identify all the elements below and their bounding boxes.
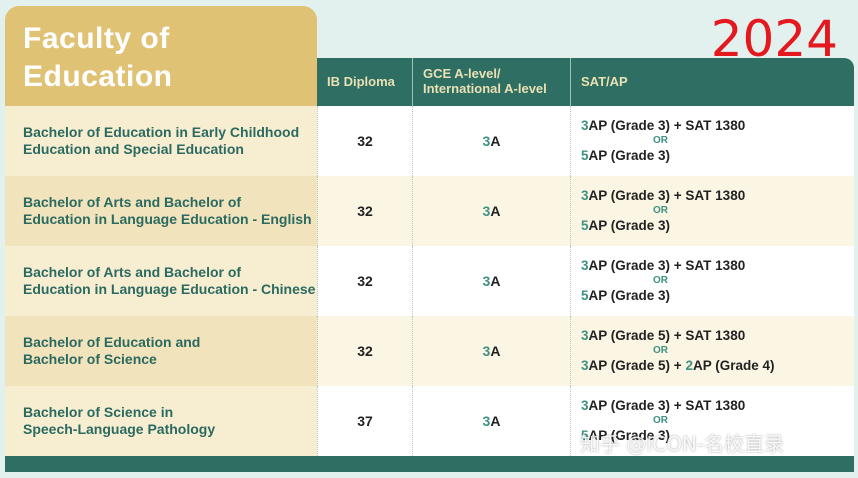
gce-grade: A <box>490 413 501 429</box>
gce-count: 3 <box>482 343 491 359</box>
programme-name-line2: Education in Language Education - Englis… <box>23 211 312 227</box>
table-header: IB Diploma GCE A-level/ International A-… <box>317 58 854 106</box>
sat-option-2-text: AP (Grade 5) + <box>588 358 686 373</box>
ib-score: 37 <box>317 386 412 456</box>
sat-option-1-text: AP (Grade 5) + SAT 1380 <box>588 328 746 343</box>
programme-name: Bachelor of Arts and Bachelor of Educati… <box>5 176 317 246</box>
header-gce-line1: GCE A-level/ <box>423 66 501 81</box>
ap-count: 5 <box>581 218 589 233</box>
sat-option-2: 5AP (Grade 3) <box>581 287 745 305</box>
ap-count: 5 <box>581 288 589 303</box>
programme-name: Bachelor of Arts and Bachelor of Educati… <box>5 246 317 316</box>
sat-option-2: 5AP (Grade 3) <box>581 217 745 235</box>
header-gce-line2: International A-level <box>423 81 547 96</box>
ap-count: 3 <box>581 398 589 413</box>
sat-option-1: 3AP (Grade 3) + SAT 1380 <box>581 117 745 135</box>
sat-option-2: 3AP (Grade 5) + 2AP (Grade 4) <box>581 357 774 375</box>
gce-grade: A <box>490 343 501 359</box>
table-row: Bachelor of Science in Speech-Language P… <box>5 386 854 456</box>
sat-option-2-text: AP (Grade 3) <box>588 218 671 233</box>
or-separator: OR <box>653 135 668 146</box>
gce-count: 3 <box>482 413 491 429</box>
admission-table: IB Diploma GCE A-level/ International A-… <box>5 58 854 472</box>
ib-score: 32 <box>317 246 412 316</box>
programme-name-line2: Bachelor of Science <box>23 351 157 367</box>
table-row: Bachelor of Arts and Bachelor of Educati… <box>5 246 854 316</box>
sat-option-1: 3AP (Grade 3) + SAT 1380 <box>581 187 745 205</box>
sat-ap-requirement: 3AP (Grade 3) + SAT 1380 OR 5AP (Grade 3… <box>570 106 854 176</box>
sat-ap-requirement: 3AP (Grade 5) + SAT 1380 OR 3AP (Grade 5… <box>570 316 854 386</box>
sat-option-2-text: AP (Grade 3) <box>588 148 671 163</box>
ib-score: 32 <box>317 316 412 386</box>
sat-option-1: 3AP (Grade 3) + SAT 1380 <box>581 397 745 415</box>
faculty-title-line2: Education <box>23 60 173 93</box>
ap-count: 3 <box>581 188 589 203</box>
or-separator: OR <box>653 415 668 426</box>
programme-name-line1: Bachelor of Education in Early Childhood <box>23 124 300 140</box>
sat-option-1-text: AP (Grade 3) + SAT 1380 <box>588 398 746 413</box>
or-separator: OR <box>653 205 668 216</box>
ib-score: 32 <box>317 106 412 176</box>
table-body: Bachelor of Education in Early Childhood… <box>5 106 854 456</box>
faculty-title-line1: Faculty of <box>23 22 170 55</box>
sat-option-1: 3AP (Grade 5) + SAT 1380 <box>581 327 774 345</box>
programme-name: Bachelor of Education in Early Childhood… <box>5 106 317 176</box>
ap-count: 2 <box>685 358 693 373</box>
gce-count: 3 <box>482 273 491 289</box>
table-footer-bar <box>5 456 854 472</box>
sat-option-1-text: AP (Grade 3) + SAT 1380 <box>588 188 746 203</box>
sat-option-1: 3AP (Grade 3) + SAT 1380 <box>581 257 745 275</box>
watermark: 知乎 @ICON-名校直录 <box>580 432 785 456</box>
ap-count: 3 <box>581 118 589 133</box>
faculty-title-box: Faculty of Education <box>5 6 317 106</box>
sat-option-2: 5AP (Grade 3) <box>581 427 745 445</box>
sat-ap-requirement: 3AP (Grade 3) + SAT 1380 OR 5AP (Grade 3… <box>570 246 854 316</box>
sat-ap-requirement: 3AP (Grade 3) + SAT 1380 OR 5AP (Grade 3… <box>570 386 854 456</box>
programme-name-line2: Education in Language Education - Chines… <box>23 281 316 297</box>
gce-grade: A <box>490 203 501 219</box>
header-sat-ap: SAT/AP <box>570 58 854 106</box>
ap-count: 5 <box>581 148 589 163</box>
programme-name: Bachelor of Education and Bachelor of Sc… <box>5 316 317 386</box>
ap-count: 5 <box>581 428 589 443</box>
sat-option-2-text: AP (Grade 3) <box>588 428 671 443</box>
sat-option-1-text: AP (Grade 3) + SAT 1380 <box>588 258 746 273</box>
programme-name-line1: Bachelor of Science in <box>23 404 174 420</box>
programme-name-line2: Speech-Language Pathology <box>23 421 216 437</box>
sat-option-1-text: AP (Grade 3) + SAT 1380 <box>588 118 746 133</box>
table-row: Bachelor of Education in Early Childhood… <box>5 106 854 176</box>
ap-count: 3 <box>581 258 589 273</box>
header-gce-a-level: GCE A-level/ International A-level <box>412 58 570 106</box>
ap-count: 3 <box>581 358 589 373</box>
sat-option-2-extra: AP (Grade 4) <box>692 358 775 373</box>
or-separator: OR <box>653 345 668 356</box>
programme-name: Bachelor of Science in Speech-Language P… <box>5 386 317 456</box>
ap-count: 3 <box>581 328 589 343</box>
programme-name-line1: Bachelor of Arts and Bachelor of <box>23 264 242 280</box>
gce-grade: A <box>490 273 501 289</box>
header-ib-diploma: IB Diploma <box>327 74 395 89</box>
or-separator: OR <box>653 275 668 286</box>
table-row: Bachelor of Arts and Bachelor of Educati… <box>5 176 854 246</box>
programme-name-line1: Bachelor of Arts and Bachelor of <box>23 194 242 210</box>
gce-grade: A <box>490 133 501 149</box>
ib-score: 32 <box>317 176 412 246</box>
table-row: Bachelor of Education and Bachelor of Sc… <box>5 316 854 386</box>
programme-name-line1: Bachelor of Education and <box>23 334 201 350</box>
sat-option-2-text: AP (Grade 3) <box>588 288 671 303</box>
sat-ap-requirement: 3AP (Grade 3) + SAT 1380 OR 5AP (Grade 3… <box>570 176 854 246</box>
gce-count: 3 <box>482 133 491 149</box>
sat-option-2: 5AP (Grade 3) <box>581 147 745 165</box>
gce-count: 3 <box>482 203 491 219</box>
programme-name-line2: Education and Special Education <box>23 141 244 157</box>
